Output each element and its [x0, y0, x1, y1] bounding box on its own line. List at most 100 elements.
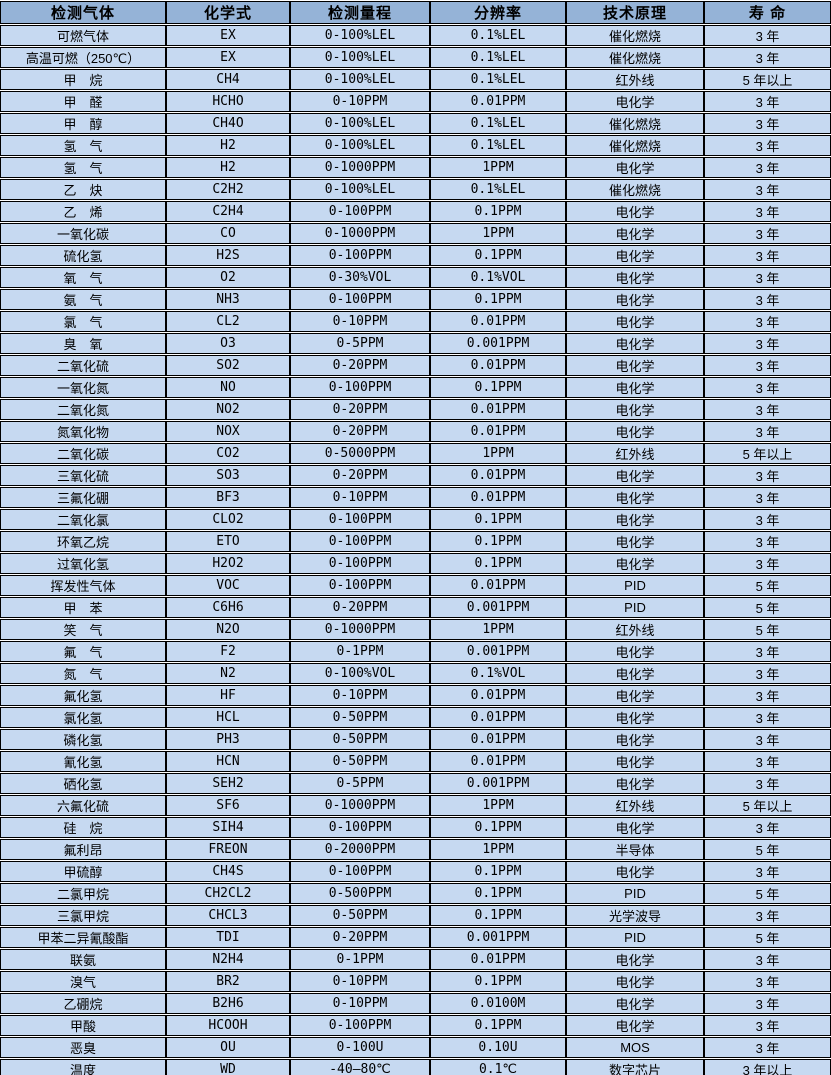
cell-lifespan: 3 年 [704, 949, 831, 970]
cell-gas-name: 乙硼烷 [0, 993, 166, 1014]
cell-lifespan: 5 年 [704, 597, 831, 618]
table-row: 硫化氢 H2S 0-100PPM 0.1PPM 电化学 3 年 [0, 245, 831, 266]
cell-principle: 红外线 [566, 619, 704, 640]
cell-principle: 电化学 [566, 707, 704, 728]
cell-formula: N2 [166, 663, 290, 684]
cell-resolution: 0.1%LEL [430, 135, 566, 156]
cell-lifespan: 3 年 [704, 201, 831, 222]
table-row: 二氧化氯 CLO2 0-100PPM 0.1PPM 电化学 3 年 [0, 509, 831, 530]
cell-range: 0-100%LEL [290, 25, 430, 46]
cell-principle: 电化学 [566, 1015, 704, 1036]
cell-principle: PID [566, 597, 704, 618]
cell-resolution: 1PPM [430, 443, 566, 464]
cell-resolution: 0.01PPM [430, 949, 566, 970]
cell-resolution: 0.1PPM [430, 245, 566, 266]
cell-lifespan: 3 年 [704, 421, 831, 442]
cell-lifespan: 3 年 [704, 289, 831, 310]
cell-formula: H2 [166, 157, 290, 178]
cell-lifespan: 3 年 [704, 641, 831, 662]
cell-gas-name: 二氯甲烷 [0, 883, 166, 904]
cell-formula: HCHO [166, 91, 290, 112]
cell-lifespan: 3 年 [704, 399, 831, 420]
cell-range: 0-50PPM [290, 905, 430, 926]
cell-lifespan: 3 年 [704, 465, 831, 486]
cell-resolution: 0.01PPM [430, 465, 566, 486]
table-row: 高温可燃（250℃） EX 0-100%LEL 0.1%LEL 催化燃烧 3 年 [0, 47, 831, 68]
cell-gas-name: 二氧化氮 [0, 399, 166, 420]
cell-principle: 催化燃烧 [566, 135, 704, 156]
cell-principle: 催化燃烧 [566, 113, 704, 134]
table-row: 磷化氢 PH3 0-50PPM 0.01PPM 电化学 3 年 [0, 729, 831, 750]
table-row: 氮氧化物 NOX 0-20PPM 0.01PPM 电化学 3 年 [0, 421, 831, 442]
cell-lifespan: 5 年 [704, 575, 831, 596]
cell-gas-name: 氯化氢 [0, 707, 166, 728]
cell-formula: CL2 [166, 311, 290, 332]
cell-range: 0-100%LEL [290, 135, 430, 156]
cell-gas-name: 三氟化硼 [0, 487, 166, 508]
cell-range: 0-20PPM [290, 597, 430, 618]
cell-principle: 电化学 [566, 663, 704, 684]
cell-resolution: 0.1%VOL [430, 267, 566, 288]
cell-formula: F2 [166, 641, 290, 662]
cell-resolution: 0.001PPM [430, 597, 566, 618]
cell-gas-name: 二氧化碳 [0, 443, 166, 464]
cell-gas-name: 挥发性气体 [0, 575, 166, 596]
cell-formula: CH4S [166, 861, 290, 882]
cell-lifespan: 3 年 [704, 861, 831, 882]
cell-lifespan: 3 年 [704, 487, 831, 508]
cell-principle: 电化学 [566, 465, 704, 486]
cell-lifespan: 3 年 [704, 531, 831, 552]
cell-principle: 电化学 [566, 553, 704, 574]
cell-resolution: 0.001PPM [430, 927, 566, 948]
table-row: 三氯甲烷 CHCL3 0-50PPM 0.1PPM 光学波导 3 年 [0, 905, 831, 926]
cell-range: 0-100U [290, 1037, 430, 1058]
cell-gas-name: 氟利昂 [0, 839, 166, 860]
cell-resolution: 0.1PPM [430, 531, 566, 552]
cell-principle: 数字芯片 [566, 1059, 704, 1075]
cell-principle: 红外线 [566, 69, 704, 90]
cell-resolution: 1PPM [430, 223, 566, 244]
cell-gas-name: 甲硫醇 [0, 861, 166, 882]
table-row: 三氟化硼 BF3 0-10PPM 0.01PPM 电化学 3 年 [0, 487, 831, 508]
cell-range: 0-100PPM [290, 575, 430, 596]
cell-lifespan: 3 年 [704, 553, 831, 574]
cell-gas-name: 溴气 [0, 971, 166, 992]
cell-principle: 电化学 [566, 773, 704, 794]
table-row: 氢 气 H2 0-1000PPM 1PPM 电化学 3 年 [0, 157, 831, 178]
table-row: 一氧化氮 NO 0-100PPM 0.1PPM 电化学 3 年 [0, 377, 831, 398]
cell-resolution: 0.001PPM [430, 641, 566, 662]
cell-principle: 电化学 [566, 971, 704, 992]
table-row: 一氧化碳 CO 0-1000PPM 1PPM 电化学 3 年 [0, 223, 831, 244]
cell-range: 0-1000PPM [290, 157, 430, 178]
cell-resolution: 0.01PPM [430, 311, 566, 332]
cell-resolution: 0.1PPM [430, 817, 566, 838]
table-row: 氰化氢 HCN 0-50PPM 0.01PPM 电化学 3 年 [0, 751, 831, 772]
cell-formula: CO2 [166, 443, 290, 464]
cell-range: 0-100PPM [290, 377, 430, 398]
cell-formula: FREON [166, 839, 290, 860]
cell-formula: CLO2 [166, 509, 290, 530]
table-row: 氟化氢 HF 0-10PPM 0.01PPM 电化学 3 年 [0, 685, 831, 706]
table-row: 乙 炔 C2H2 0-100%LEL 0.1%LEL 催化燃烧 3 年 [0, 179, 831, 200]
cell-range: 0-100%LEL [290, 47, 430, 68]
cell-formula: HF [166, 685, 290, 706]
cell-gas-name: 臭 氧 [0, 333, 166, 354]
cell-lifespan: 3 年 [704, 1037, 831, 1058]
cell-range: 0-20PPM [290, 421, 430, 442]
cell-range: 0-100PPM [290, 553, 430, 574]
cell-resolution: 0.01PPM [430, 399, 566, 420]
cell-formula: B2H6 [166, 993, 290, 1014]
cell-formula: SIH4 [166, 817, 290, 838]
cell-gas-name: 甲酸 [0, 1015, 166, 1036]
table-row: 硅 烷 SIH4 0-100PPM 0.1PPM 电化学 3 年 [0, 817, 831, 838]
cell-lifespan: 3 年 [704, 311, 831, 332]
table-row: 乙 烯 C2H4 0-100PPM 0.1PPM 电化学 3 年 [0, 201, 831, 222]
table-row: 二氯甲烷 CH2CL2 0-500PPM 0.1PPM PID 5 年 [0, 883, 831, 904]
cell-resolution: 0.1%VOL [430, 663, 566, 684]
cell-range: 0-5PPM [290, 333, 430, 354]
cell-gas-name: 甲 苯 [0, 597, 166, 618]
table-row: 温度 WD -40—80℃ 0.1℃ 数字芯片 3 年以上 [0, 1059, 831, 1075]
cell-formula: SEH2 [166, 773, 290, 794]
cell-formula: NOX [166, 421, 290, 442]
cell-range: 0-10PPM [290, 685, 430, 706]
